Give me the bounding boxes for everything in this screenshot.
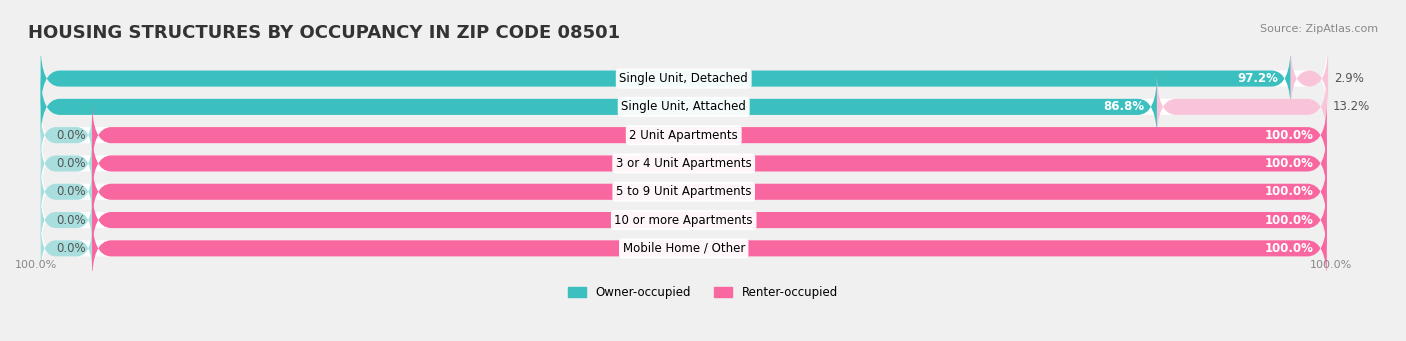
FancyBboxPatch shape (41, 129, 1327, 198)
FancyBboxPatch shape (91, 186, 1327, 254)
Text: 100.0%: 100.0% (1265, 185, 1313, 198)
FancyBboxPatch shape (41, 194, 93, 246)
Text: 100.0%: 100.0% (1265, 129, 1313, 142)
Text: 100.0%: 100.0% (1265, 157, 1313, 170)
FancyBboxPatch shape (41, 137, 93, 189)
FancyBboxPatch shape (41, 214, 1327, 283)
FancyBboxPatch shape (41, 73, 1327, 141)
Text: Source: ZipAtlas.com: Source: ZipAtlas.com (1260, 24, 1378, 34)
FancyBboxPatch shape (41, 186, 1327, 254)
FancyBboxPatch shape (91, 101, 1327, 169)
Text: 97.2%: 97.2% (1237, 72, 1278, 85)
Text: 2 Unit Apartments: 2 Unit Apartments (630, 129, 738, 142)
FancyBboxPatch shape (41, 44, 1327, 113)
FancyBboxPatch shape (41, 109, 93, 161)
Text: 86.8%: 86.8% (1102, 100, 1144, 113)
FancyBboxPatch shape (1291, 44, 1329, 113)
FancyBboxPatch shape (41, 101, 1327, 169)
Text: 100.0%: 100.0% (1265, 242, 1313, 255)
Text: HOUSING STRUCTURES BY OCCUPANCY IN ZIP CODE 08501: HOUSING STRUCTURES BY OCCUPANCY IN ZIP C… (28, 24, 620, 42)
FancyBboxPatch shape (41, 166, 93, 218)
Text: 0.0%: 0.0% (56, 185, 86, 198)
FancyBboxPatch shape (1157, 73, 1327, 141)
Text: 0.0%: 0.0% (56, 213, 86, 226)
Text: 5 to 9 Unit Apartments: 5 to 9 Unit Apartments (616, 185, 751, 198)
FancyBboxPatch shape (41, 222, 93, 274)
Text: 100.0%: 100.0% (1265, 213, 1313, 226)
Text: 0.0%: 0.0% (56, 242, 86, 255)
FancyBboxPatch shape (91, 129, 1327, 198)
FancyBboxPatch shape (41, 158, 1327, 226)
Text: 0.0%: 0.0% (56, 129, 86, 142)
Text: 0.0%: 0.0% (56, 157, 86, 170)
FancyBboxPatch shape (41, 73, 1157, 141)
Text: Single Unit, Attached: Single Unit, Attached (621, 100, 747, 113)
Text: 13.2%: 13.2% (1333, 100, 1371, 113)
Text: 10 or more Apartments: 10 or more Apartments (614, 213, 754, 226)
Text: Single Unit, Detached: Single Unit, Detached (619, 72, 748, 85)
FancyBboxPatch shape (91, 214, 1327, 283)
Text: 3 or 4 Unit Apartments: 3 or 4 Unit Apartments (616, 157, 752, 170)
Text: 2.9%: 2.9% (1334, 72, 1364, 85)
FancyBboxPatch shape (91, 158, 1327, 226)
FancyBboxPatch shape (41, 44, 1291, 113)
Text: Mobile Home / Other: Mobile Home / Other (623, 242, 745, 255)
Text: 100.0%: 100.0% (1310, 260, 1353, 270)
Legend: Owner-occupied, Renter-occupied: Owner-occupied, Renter-occupied (564, 281, 842, 304)
Text: 100.0%: 100.0% (15, 260, 58, 270)
